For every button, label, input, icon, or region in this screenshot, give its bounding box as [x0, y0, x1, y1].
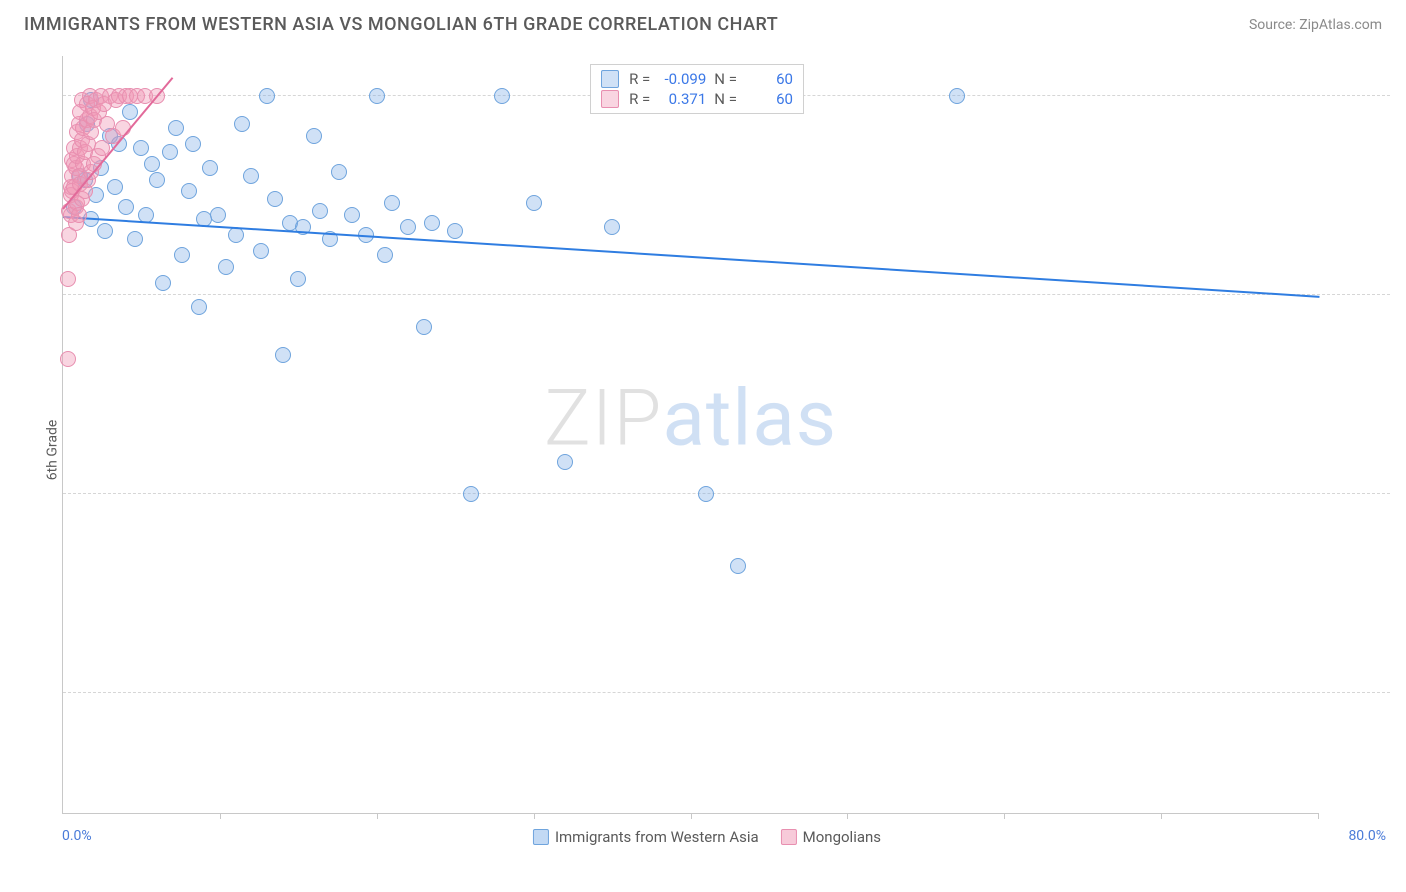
r-label: R =	[629, 90, 650, 108]
point-western-asia	[168, 120, 184, 136]
point-western-asia	[174, 247, 190, 263]
point-western-asia	[234, 116, 250, 132]
legend-row-western-asia: R = -0.099 N = 60	[591, 69, 803, 89]
x-tick	[534, 813, 535, 819]
point-western-asia	[185, 136, 201, 152]
x-tick	[847, 813, 848, 819]
watermark: ZIPatlas	[544, 374, 837, 465]
x-axis-max-label: 80.0%	[1348, 828, 1386, 844]
point-western-asia	[133, 140, 149, 156]
point-western-asia	[162, 144, 178, 160]
swatch-mongolians	[601, 90, 619, 108]
point-western-asia	[331, 164, 347, 180]
point-mongolians	[60, 271, 76, 287]
x-tick	[1161, 813, 1162, 819]
x-tick	[1004, 813, 1005, 819]
point-western-asia	[259, 88, 275, 104]
bottom-legend: Immigrants from Western Asia Mongolians	[533, 828, 881, 846]
point-western-asia	[290, 271, 306, 287]
point-western-asia	[107, 179, 123, 195]
watermark-zip: ZIP	[544, 374, 663, 465]
point-western-asia	[463, 486, 479, 502]
trendline-western-asia	[63, 216, 1319, 298]
point-western-asia	[698, 486, 714, 502]
legend-label: Immigrants from Western Asia	[555, 828, 759, 846]
x-tick	[220, 813, 221, 819]
point-western-asia	[149, 172, 165, 188]
x-tick	[1318, 813, 1319, 819]
correlation-legend-box: R = -0.099 N = 60 R = 0.371 N = 60	[590, 64, 804, 114]
x-tick	[691, 813, 692, 819]
legend-item-western-asia: Immigrants from Western Asia	[533, 828, 759, 846]
source-label: Source: ZipAtlas.com	[1249, 17, 1382, 33]
legend-item-mongolians: Mongolians	[781, 828, 881, 846]
legend-row-mongolians: R = 0.371 N = 60	[591, 89, 803, 109]
point-western-asia	[369, 88, 385, 104]
x-axis-min-label: 0.0%	[62, 828, 92, 844]
point-western-asia	[253, 243, 269, 259]
point-western-asia	[424, 215, 440, 231]
r-value-western-asia: -0.099	[658, 70, 706, 88]
point-western-asia	[275, 347, 291, 363]
legend-label: Mongolians	[803, 828, 881, 846]
r-label: R =	[629, 70, 650, 88]
point-western-asia	[400, 219, 416, 235]
point-western-asia	[494, 88, 510, 104]
point-western-asia	[144, 156, 160, 172]
y-axis-label: 6th Grade	[44, 420, 60, 481]
point-western-asia	[377, 247, 393, 263]
point-western-asia	[416, 319, 432, 335]
plot-area: ZIPatlas R = -0.099 N = 60 R = 0.371 N =…	[62, 56, 1318, 814]
point-western-asia	[312, 203, 328, 219]
n-value-western-asia: 60	[745, 70, 793, 88]
point-western-asia	[155, 275, 171, 291]
r-value-mongolians: 0.371	[658, 90, 706, 108]
gridline-y: 85.0%	[63, 692, 1390, 693]
point-western-asia	[191, 299, 207, 315]
point-western-asia	[344, 207, 360, 223]
point-western-asia	[730, 558, 746, 574]
n-label: N =	[714, 90, 737, 108]
point-western-asia	[218, 259, 234, 275]
x-tick	[377, 813, 378, 819]
point-western-asia	[228, 227, 244, 243]
swatch-mongolians	[781, 829, 797, 845]
point-western-asia	[118, 199, 134, 215]
point-western-asia	[306, 128, 322, 144]
chart-container: 6th Grade ZIPatlas R = -0.099 N = 60 R =…	[24, 48, 1390, 852]
point-mongolians	[60, 351, 76, 367]
swatch-western-asia	[601, 70, 619, 88]
point-western-asia	[181, 183, 197, 199]
point-western-asia	[210, 207, 226, 223]
point-western-asia	[122, 104, 138, 120]
point-western-asia	[127, 231, 143, 247]
header: IMMIGRANTS FROM WESTERN ASIA VS MONGOLIA…	[0, 0, 1406, 45]
n-label: N =	[714, 70, 737, 88]
point-mongolians	[71, 207, 87, 223]
point-western-asia	[243, 168, 259, 184]
n-value-mongolians: 60	[745, 90, 793, 108]
chart-title: IMMIGRANTS FROM WESTERN ASIA VS MONGOLIA…	[24, 14, 778, 35]
point-western-asia	[202, 160, 218, 176]
gridline-y: 95.0%	[63, 294, 1390, 295]
swatch-western-asia	[533, 829, 549, 845]
watermark-atlas: atlas	[662, 374, 837, 465]
gridline-y: 90.0%	[63, 493, 1390, 494]
point-western-asia	[384, 195, 400, 211]
point-western-asia	[526, 195, 542, 211]
point-western-asia	[267, 191, 283, 207]
point-western-asia	[949, 88, 965, 104]
point-western-asia	[447, 223, 463, 239]
point-western-asia	[97, 223, 113, 239]
point-western-asia	[604, 219, 620, 235]
point-western-asia	[557, 454, 573, 470]
